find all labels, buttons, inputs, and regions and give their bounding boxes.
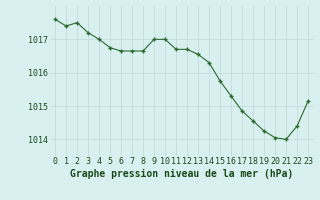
X-axis label: Graphe pression niveau de la mer (hPa): Graphe pression niveau de la mer (hPa): [70, 169, 293, 179]
